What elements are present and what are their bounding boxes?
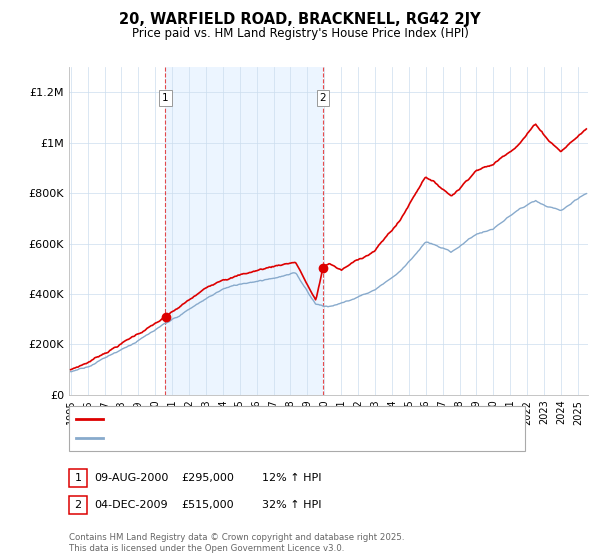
Text: Contains HM Land Registry data © Crown copyright and database right 2025.
This d: Contains HM Land Registry data © Crown c… [69, 533, 404, 553]
Text: £295,000: £295,000 [181, 473, 234, 483]
Text: 20, WARFIELD ROAD, BRACKNELL, RG42 2JY: 20, WARFIELD ROAD, BRACKNELL, RG42 2JY [119, 12, 481, 27]
Text: 04-DEC-2009: 04-DEC-2009 [94, 500, 168, 510]
Text: HPI: Average price, detached house, Bracknell Forest: HPI: Average price, detached house, Brac… [109, 433, 386, 444]
Text: 32% ↑ HPI: 32% ↑ HPI [262, 500, 322, 510]
Bar [166, 67, 323, 395]
Text: 20, WARFIELD ROAD, BRACKNELL, RG42 2JY (detached house): 20, WARFIELD ROAD, BRACKNELL, RG42 2JY (… [109, 413, 432, 423]
Text: £515,000: £515,000 [181, 500, 234, 510]
Text: 1: 1 [162, 94, 169, 104]
Text: Price paid vs. HM Land Registry's House Price Index (HPI): Price paid vs. HM Land Registry's House … [131, 27, 469, 40]
Text: 2: 2 [320, 94, 326, 104]
Text: 1: 1 [74, 473, 82, 483]
Text: 2: 2 [74, 500, 82, 510]
Text: 09-AUG-2000: 09-AUG-2000 [94, 473, 169, 483]
Text: 12% ↑ HPI: 12% ↑ HPI [262, 473, 322, 483]
